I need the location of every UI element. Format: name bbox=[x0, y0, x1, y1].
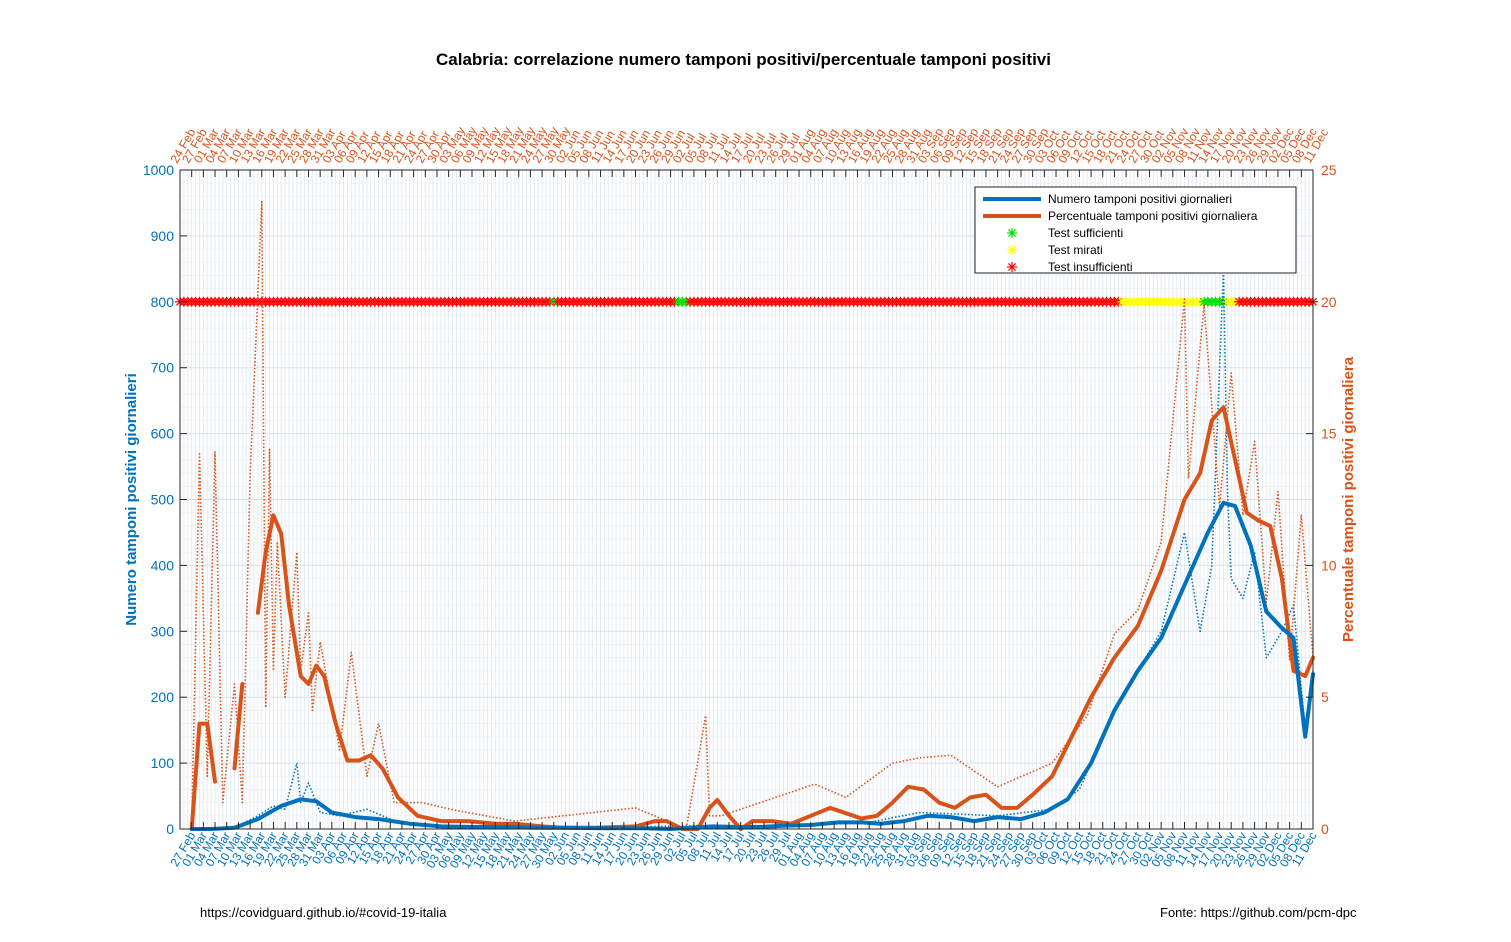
right-y-tick-label: 20 bbox=[1321, 294, 1337, 310]
left-y-tick-label: 200 bbox=[151, 689, 175, 705]
smoothed-series bbox=[189, 405, 1315, 831]
star-stroke bbox=[1007, 228, 1017, 238]
legend-star-swatch bbox=[1007, 245, 1017, 255]
left-y-tick-label: 400 bbox=[151, 557, 175, 573]
legend-box bbox=[974, 186, 1297, 274]
left-y-tick-label: 500 bbox=[151, 492, 175, 508]
legend-item-insufficienti: Test insufficienti bbox=[1007, 260, 1133, 274]
left-y-tick-label: 1000 bbox=[143, 162, 174, 178]
axes: 0 100 200 300 400 500 600 700 800 900 1000 0 5 10 15 20… bbox=[123, 124, 1357, 870]
footer-source-link[interactable]: https://covidguard.github.io/#covid-19-i… bbox=[200, 905, 447, 920]
legend-star-swatch bbox=[1007, 262, 1017, 272]
right-y-tick-label: 25 bbox=[1321, 162, 1337, 178]
orange-smoothed-line bbox=[189, 405, 1315, 831]
right-y-tick-label: 10 bbox=[1321, 557, 1337, 573]
left-y-tick-label: 0 bbox=[166, 821, 174, 837]
right-y-tick-label: 15 bbox=[1321, 426, 1337, 442]
left-y-tick-label: 100 bbox=[151, 755, 175, 771]
left-y-axis-title: Numero tamponi positivi giornalieri bbox=[123, 373, 140, 626]
legend-item-sufficienti: Test sufficienti bbox=[1007, 226, 1123, 240]
left-y-tick-label: 700 bbox=[151, 360, 175, 376]
raw-series bbox=[190, 200, 1314, 830]
blue-smoothed-line bbox=[189, 500, 1315, 831]
legend-label: Test insufficienti bbox=[1048, 260, 1133, 274]
legend-label: Test sufficienti bbox=[1048, 226, 1123, 240]
legend: Numero tamponi positivi giornalieri Perce… bbox=[974, 186, 1297, 274]
legend-star-swatch bbox=[1007, 228, 1017, 238]
footer-data-source: Fonte: https://github.com/pcm-dpc bbox=[1160, 905, 1357, 920]
legend-item-percentuale: Percentuale tamponi positivi giornaliera bbox=[983, 209, 1258, 223]
right-y-axis-title: Percentuale tamponi positivi giornaliera bbox=[1340, 356, 1357, 642]
legend-item-positivi: Numero tamponi positivi giornalieri bbox=[983, 192, 1232, 206]
right-y-tick-label: 0 bbox=[1321, 821, 1329, 837]
legend-item-mirati: Test mirati bbox=[1007, 243, 1103, 257]
left-y-tick-label: 800 bbox=[151, 294, 175, 310]
test-status-markers bbox=[175, 296, 1318, 307]
left-y-tick-label: 600 bbox=[151, 426, 175, 442]
blue-raw-line bbox=[191, 268, 1314, 830]
star-stroke bbox=[1007, 245, 1017, 255]
left-y-tick-label: 300 bbox=[151, 623, 175, 639]
right-y-tick-label: 5 bbox=[1321, 689, 1329, 705]
legend-label: Percentuale tamponi positivi giornaliera bbox=[1048, 209, 1258, 223]
left-y-tick-label: 900 bbox=[151, 228, 175, 244]
orange-raw-line bbox=[190, 200, 1314, 830]
star-stroke bbox=[1007, 262, 1017, 272]
chart-title: Calabria: correlazione numero tamponi po… bbox=[436, 50, 1051, 69]
legend-label: Test mirati bbox=[1048, 243, 1103, 257]
legend-label: Numero tamponi positivi giornalieri bbox=[1048, 192, 1232, 206]
